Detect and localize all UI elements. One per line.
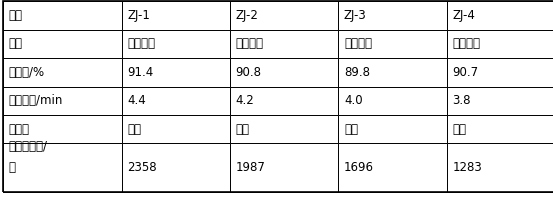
Text: 4.2: 4.2 bbox=[236, 94, 254, 107]
Text: 固含量/%: 固含量/% bbox=[8, 66, 44, 79]
Text: 项目: 项目 bbox=[8, 9, 22, 22]
Text: 91.4: 91.4 bbox=[127, 66, 153, 79]
Bar bbox=[122, 58, 230, 87]
Bar bbox=[338, 1, 447, 30]
Text: 90.8: 90.8 bbox=[236, 66, 262, 79]
Bar bbox=[230, 115, 338, 143]
Bar bbox=[3, 58, 122, 87]
Bar bbox=[3, 30, 122, 58]
Text: 白色粉末: 白色粉末 bbox=[452, 37, 481, 50]
Bar bbox=[230, 1, 338, 30]
Text: 全溶: 全溶 bbox=[236, 123, 249, 136]
Text: 白色粉末: 白色粉末 bbox=[344, 37, 372, 50]
Text: ZJ-4: ZJ-4 bbox=[452, 9, 475, 22]
Bar bbox=[230, 58, 338, 87]
Text: ZJ-2: ZJ-2 bbox=[236, 9, 258, 22]
Bar bbox=[3, 143, 122, 192]
Bar bbox=[338, 115, 447, 143]
Text: 89.8: 89.8 bbox=[344, 66, 370, 79]
Bar bbox=[447, 143, 553, 192]
Text: 全溶: 全溶 bbox=[452, 123, 466, 136]
Bar bbox=[3, 87, 122, 115]
Bar bbox=[338, 87, 447, 115]
Bar bbox=[3, 115, 122, 143]
Text: 黏均分子量/
万: 黏均分子量/ 万 bbox=[8, 140, 48, 174]
Text: 4.0: 4.0 bbox=[344, 94, 363, 107]
Text: 外观: 外观 bbox=[8, 37, 22, 50]
Text: ZJ-1: ZJ-1 bbox=[127, 9, 150, 22]
Text: 白色粉末: 白色粉末 bbox=[236, 37, 264, 50]
Bar bbox=[3, 1, 122, 30]
Bar bbox=[122, 30, 230, 58]
Text: 4.4: 4.4 bbox=[127, 94, 146, 107]
Bar bbox=[447, 58, 553, 87]
Text: 溶解时间/min: 溶解时间/min bbox=[8, 94, 62, 107]
Bar bbox=[122, 143, 230, 192]
Text: 白色粉末: 白色粉末 bbox=[127, 37, 155, 50]
Bar bbox=[3, 1, 553, 192]
Text: 1987: 1987 bbox=[236, 161, 265, 174]
Bar bbox=[338, 58, 447, 87]
Bar bbox=[122, 115, 230, 143]
Text: 全溶: 全溶 bbox=[344, 123, 358, 136]
Bar bbox=[230, 30, 338, 58]
Text: 全溶: 全溶 bbox=[127, 123, 141, 136]
Text: 2358: 2358 bbox=[127, 161, 157, 174]
Bar bbox=[230, 87, 338, 115]
Bar bbox=[447, 115, 553, 143]
Text: ZJ-3: ZJ-3 bbox=[344, 9, 367, 22]
Bar bbox=[447, 30, 553, 58]
Text: 溶解性: 溶解性 bbox=[8, 123, 29, 136]
Bar bbox=[230, 143, 338, 192]
Bar bbox=[338, 143, 447, 192]
Bar bbox=[447, 87, 553, 115]
Bar bbox=[447, 1, 553, 30]
Bar bbox=[122, 1, 230, 30]
Text: 90.7: 90.7 bbox=[452, 66, 478, 79]
Text: 1283: 1283 bbox=[452, 161, 482, 174]
Text: 3.8: 3.8 bbox=[452, 94, 471, 107]
Text: 1696: 1696 bbox=[344, 161, 374, 174]
Bar bbox=[122, 87, 230, 115]
Bar bbox=[338, 30, 447, 58]
